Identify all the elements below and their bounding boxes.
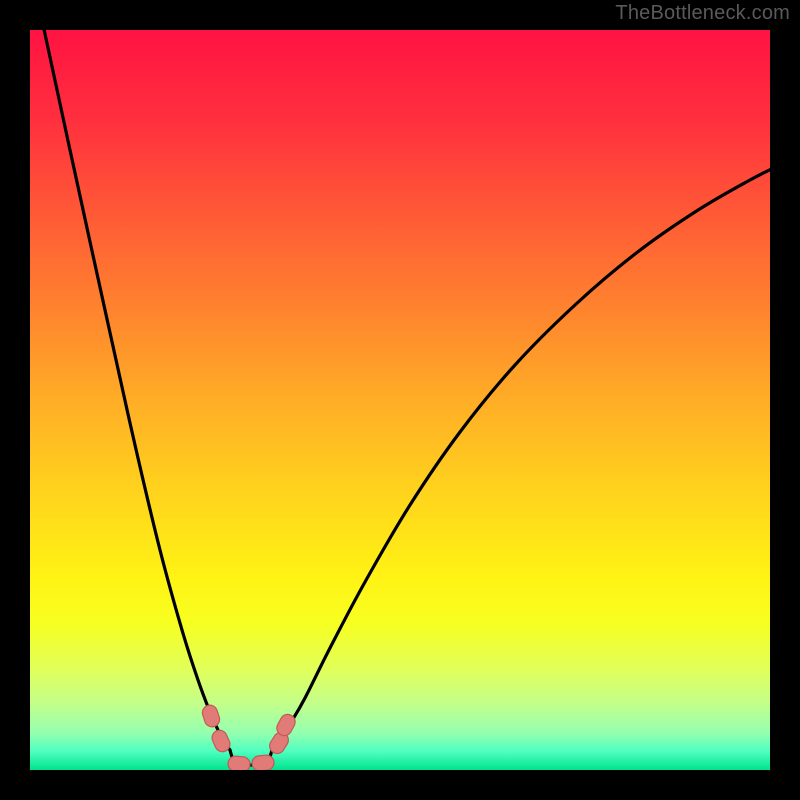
curve-right <box>272 165 770 750</box>
curve-markers <box>200 703 297 770</box>
plot-svg <box>30 30 770 770</box>
chart-canvas: TheBottleneck.com <box>0 0 800 800</box>
watermark-text: TheBottleneck.com <box>615 2 790 25</box>
plot-area <box>30 30 770 770</box>
curve-left <box>42 30 230 750</box>
curve-marker <box>251 754 274 770</box>
curve-marker <box>227 756 250 770</box>
curve-marker <box>200 703 221 729</box>
